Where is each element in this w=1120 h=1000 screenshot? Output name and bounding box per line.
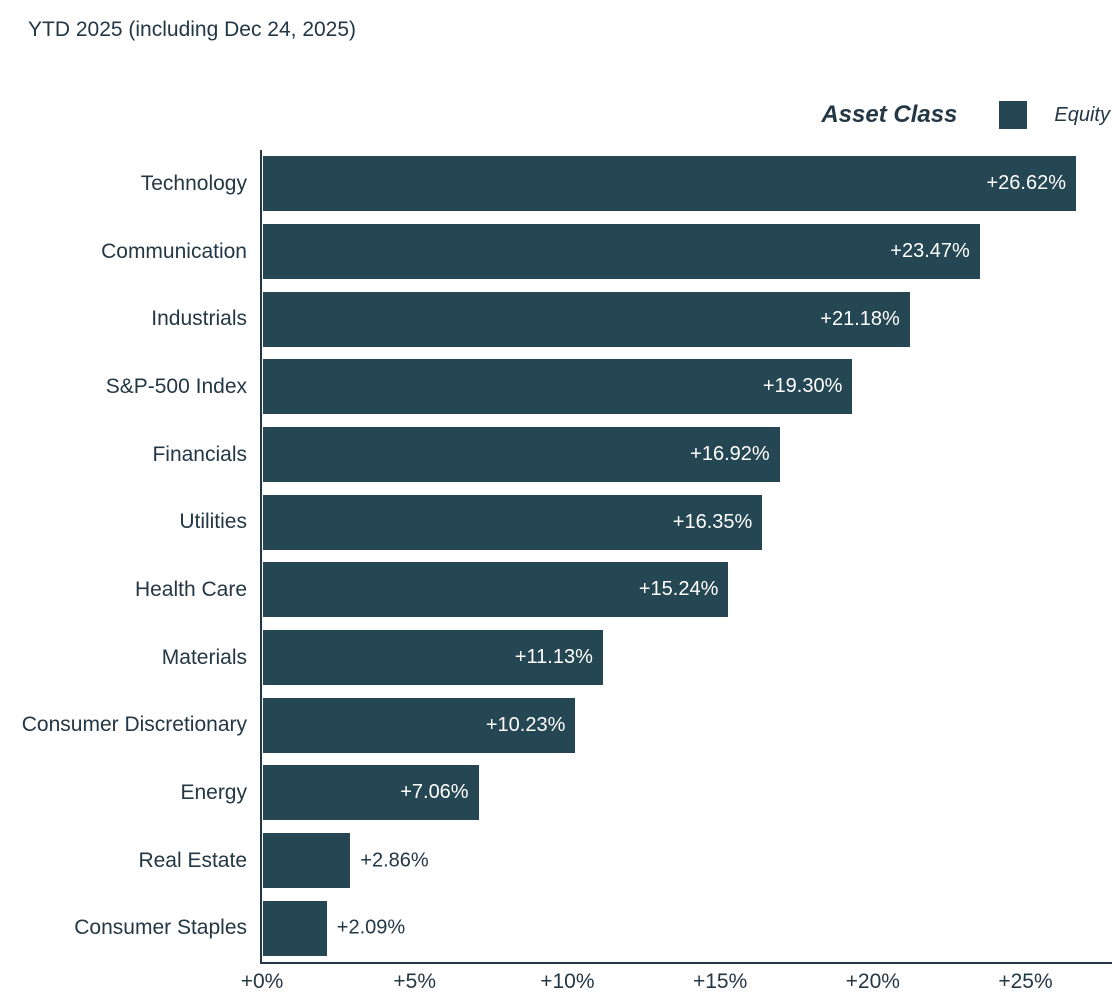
bar-financials[interactable]: +16.92%	[263, 427, 780, 483]
bar-technology[interactable]: +26.62%	[263, 156, 1076, 212]
category-label: Health Care	[134, 577, 247, 601]
x-axis-ticks: +0% +5% +10% +15% +20% +25%	[0, 970, 1120, 998]
bar-s-p-500-index[interactable]: +19.30%	[263, 359, 853, 415]
bar-track: +16.35%	[263, 494, 1112, 550]
chart-row: Energy +7.06%	[0, 759, 1112, 827]
category-label: Communication	[101, 239, 247, 263]
x-axis-tick-label: +25%	[998, 970, 1053, 993]
chart-title: YTD 2025 (including Dec 24, 2025)	[28, 18, 357, 41]
bar-track: +11.13%	[263, 630, 1112, 686]
chart-row: S&P-500 Index +19.30%	[0, 353, 1112, 421]
category-label: Technology	[140, 171, 247, 195]
bar-value-label: +23.47%	[890, 240, 970, 262]
chart-row: Industrials +21.18%	[0, 285, 1112, 353]
bar-consumer-discretionary[interactable]: +10.23%	[263, 697, 576, 753]
chart-row: Consumer Staples +2.09%	[0, 894, 1112, 962]
bar-communication[interactable]: +23.47%	[263, 224, 980, 279]
category-label: Consumer Staples	[74, 916, 247, 940]
chart-row: Health Care +15.24%	[0, 556, 1112, 624]
category-label: Real Estate	[138, 848, 247, 872]
x-axis-line	[260, 962, 1112, 964]
bar-health-care[interactable]: +15.24%	[263, 562, 729, 618]
bar-energy[interactable]: +7.06%	[263, 765, 479, 821]
bar-materials[interactable]: +11.13%	[263, 630, 603, 686]
bar-value-label: +16.35%	[672, 510, 753, 533]
bar-value-label: +16.92%	[690, 443, 770, 466]
category-label: S&P-500 Index	[105, 374, 247, 398]
bar-track: +19.30%	[263, 359, 1112, 415]
category-label: Energy	[180, 780, 247, 804]
bar-industrials[interactable]: +21.18%	[263, 291, 910, 347]
category-label: Financials	[152, 442, 247, 466]
bar-consumer-staples[interactable]	[263, 900, 327, 956]
bar-track: +2.86%	[263, 833, 1112, 889]
x-axis-tick-label: +0%	[240, 970, 284, 993]
bar-track: +16.92%	[263, 427, 1112, 483]
y-axis-line	[260, 150, 262, 964]
bar-value-label: +10.23%	[485, 713, 566, 736]
legend: Asset Class Equity	[821, 101, 1110, 129]
chart-row: Materials +11.13%	[0, 624, 1112, 692]
bar-value-label: +15.24%	[638, 578, 719, 601]
chart-row: Utilities +16.35%	[0, 488, 1112, 556]
chart-row: Financials +16.92%	[0, 421, 1112, 489]
bar-value-label: +19.30%	[762, 375, 843, 398]
legend-item-equity[interactable]: Equity	[999, 101, 1110, 129]
chart-row: Communication +23.47%	[0, 218, 1112, 286]
x-axis-tick-label: +20%	[845, 970, 900, 993]
category-label: Consumer Discretionary	[21, 713, 247, 737]
chart-row: Consumer Discretionary +10.23%	[0, 691, 1112, 759]
bar-real-estate[interactable]	[263, 833, 351, 889]
bar-value-label: +2.09%	[336, 916, 406, 939]
category-label: Materials	[161, 645, 247, 669]
bar-value-label: +2.86%	[360, 849, 429, 872]
bar-value-label: +11.13%	[514, 646, 593, 669]
bar-track: +23.47%	[263, 224, 1112, 279]
bar-track: +2.09%	[263, 900, 1112, 956]
bar-utilities[interactable]: +16.35%	[263, 494, 763, 550]
bar-track: +7.06%	[263, 765, 1112, 821]
bar-track: +21.18%	[263, 291, 1112, 347]
bar-value-label: +21.18%	[820, 307, 900, 330]
plot-area: Technology +26.62% Communication +23.47% Ind…	[0, 150, 1112, 962]
legend-swatch-icon	[999, 101, 1028, 129]
chart-row: Technology +26.62%	[0, 150, 1112, 218]
bar-track: +26.62%	[263, 156, 1112, 212]
bar-track: +10.23%	[263, 697, 1112, 753]
x-axis-tick-label: +10%	[540, 970, 595, 993]
bar-value-label: +26.62%	[986, 172, 1066, 195]
bar-track: +15.24%	[263, 562, 1112, 618]
legend-item-label: Equity	[1054, 103, 1110, 126]
bar-value-label: +7.06%	[400, 781, 469, 804]
category-label: Industrials	[151, 307, 247, 331]
legend-title: Asset Class	[821, 101, 958, 128]
category-label: Utilities	[179, 510, 247, 534]
x-axis-tick-label: +15%	[692, 970, 748, 993]
chart-row: Real Estate +2.86%	[0, 827, 1112, 895]
x-axis-tick-label: +5%	[393, 970, 436, 993]
